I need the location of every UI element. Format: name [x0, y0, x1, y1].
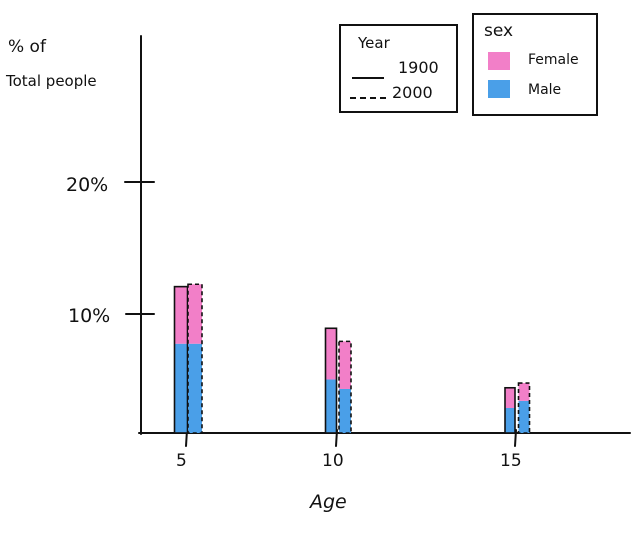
bar-female-1900-age-5 — [174, 286, 188, 344]
bar-outline-2000-age-5 — [187, 283, 203, 434]
x-axis-label: Age — [308, 491, 347, 513]
bar-male-2000-age-15 — [518, 400, 530, 433]
legend-male-swatch — [488, 80, 510, 98]
y-axis-label-line1: % of — [8, 37, 47, 57]
bars-group — [173, 283, 531, 434]
x-tick-label-10: 10 — [322, 451, 344, 471]
bar-male-2000-age-5 — [188, 343, 202, 433]
legend-sex: sex Female Male — [472, 13, 598, 116]
bar-female-1900-age-10 — [325, 328, 337, 380]
legend-year-label-1900: 1900 — [398, 58, 439, 77]
bar-outline-1900-age-10 — [324, 327, 338, 434]
bar-female-2000-age-10 — [339, 341, 351, 389]
bar-female-2000-age-15 — [518, 383, 530, 401]
legend-year-frame — [339, 24, 458, 113]
x-tick-15 — [514, 429, 517, 447]
bar-outline-1900-age-5 — [173, 285, 189, 434]
x-tick-label-15: 15 — [500, 451, 522, 471]
legend-female-swatch — [488, 52, 510, 70]
legend-male-label: Male — [528, 82, 561, 98]
bar-female-1900-age-15 — [505, 387, 515, 409]
bar-male-1900-age-15 — [505, 408, 515, 433]
y-tick-label-10: 10% — [68, 305, 110, 327]
bar-male-2000-age-10 — [339, 388, 351, 433]
x-tick-label-5: 5 — [176, 451, 187, 471]
bar-outline-2000-age-15 — [517, 382, 531, 434]
legend-year: Year 1900 2000 — [339, 24, 458, 113]
y-axis-label-line2: Total people — [5, 72, 97, 90]
y-tick-label-20: 20% — [66, 174, 108, 196]
bar-outline-1900-age-15 — [504, 386, 516, 434]
legend-year-label-2000: 2000 — [392, 83, 433, 102]
bar-male-1900-age-10 — [325, 379, 337, 433]
bar-male-1900-age-5 — [174, 343, 188, 433]
legend-year-title: Year — [357, 34, 391, 52]
bar-outline-2000-age-10 — [338, 340, 352, 434]
legend-sex-title: sex — [484, 21, 513, 41]
legend-female-label: Female — [528, 52, 579, 68]
bar-female-2000-age-5 — [188, 284, 202, 344]
